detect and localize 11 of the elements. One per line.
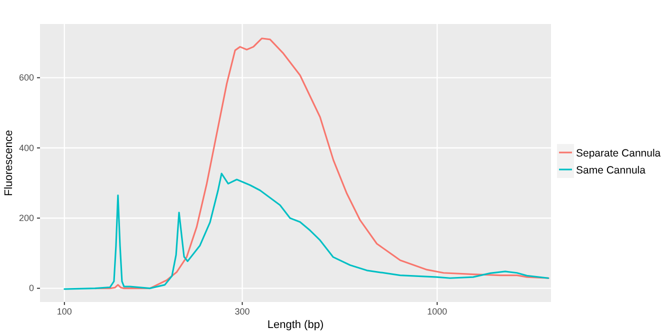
- legend-label: Separate Cannula: [576, 148, 661, 160]
- y-axis-title: Fluorescence: [3, 130, 15, 196]
- legend-label: Same Cannula: [576, 164, 646, 176]
- y-tick-label: 200: [18, 212, 34, 223]
- x-axis-title: Length (bp): [267, 319, 324, 331]
- x-tick-label: 300: [234, 306, 250, 316]
- y-tick-label: 400: [18, 142, 34, 153]
- x-tick-label: 100: [56, 306, 72, 316]
- y-tick-label: 600: [18, 72, 34, 83]
- x-tick-label: 1000: [427, 306, 448, 316]
- y-tick-label: 0: [28, 283, 34, 294]
